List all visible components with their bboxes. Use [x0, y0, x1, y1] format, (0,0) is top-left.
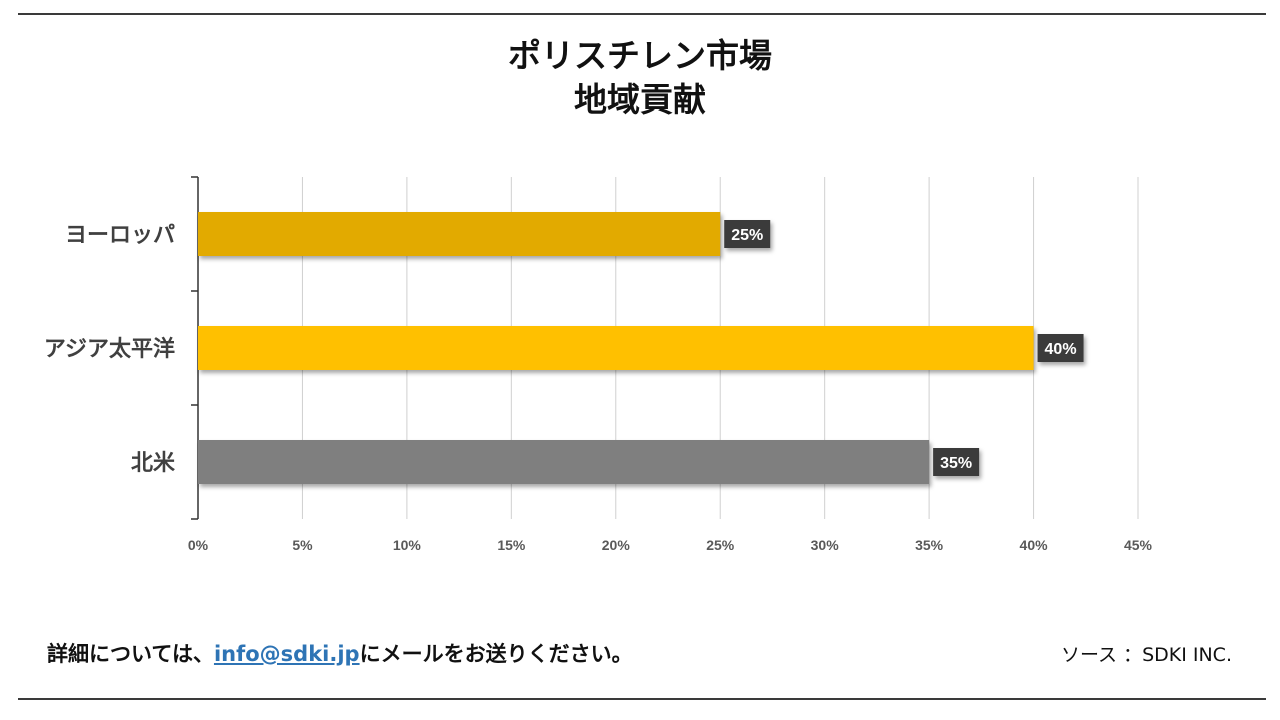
category-label: 北米 — [131, 451, 176, 476]
top-divider — [18, 13, 1266, 15]
category-label: ヨーロッパ — [65, 223, 175, 248]
x-tick-label: 0% — [188, 537, 209, 553]
bar — [198, 440, 930, 484]
x-tick-label: 40% — [1020, 537, 1049, 553]
bottom-divider — [18, 698, 1266, 700]
contact-suffix: にメールをお送りください。 — [359, 642, 633, 666]
x-tick-label: 15% — [497, 537, 526, 553]
category-label: アジア太平洋 — [44, 336, 175, 362]
contact-note: 詳細については、info@sdki.jpにメールをお送りください。 — [47, 638, 633, 668]
data-label: 35% — [940, 455, 972, 472]
source-credit: ソース ：SDKI INC. — [1060, 644, 1232, 666]
data-label: 40% — [1045, 341, 1077, 358]
chart-title-line1: ポリスチレン市場 — [508, 36, 772, 75]
x-tick-label: 20% — [602, 537, 631, 553]
x-tick-label: 5% — [292, 537, 313, 553]
x-tick-label: 10% — [393, 537, 422, 553]
x-tick-label: 25% — [706, 537, 735, 553]
contact-email-link[interactable]: info@sdki.jp — [213, 642, 360, 666]
data-label-box — [1037, 334, 1084, 362]
x-tick-label: 30% — [811, 537, 840, 553]
x-tick-label: 45% — [1124, 537, 1153, 553]
bar — [198, 326, 1034, 370]
data-label: 25% — [731, 227, 763, 244]
contact-prefix: 詳細については、 — [47, 642, 214, 666]
data-label-box — [933, 448, 980, 476]
bar — [198, 212, 721, 256]
chart-title-line2: 地域貢献 — [574, 80, 706, 119]
data-label-box — [724, 220, 771, 248]
x-tick-label: 35% — [915, 537, 944, 553]
